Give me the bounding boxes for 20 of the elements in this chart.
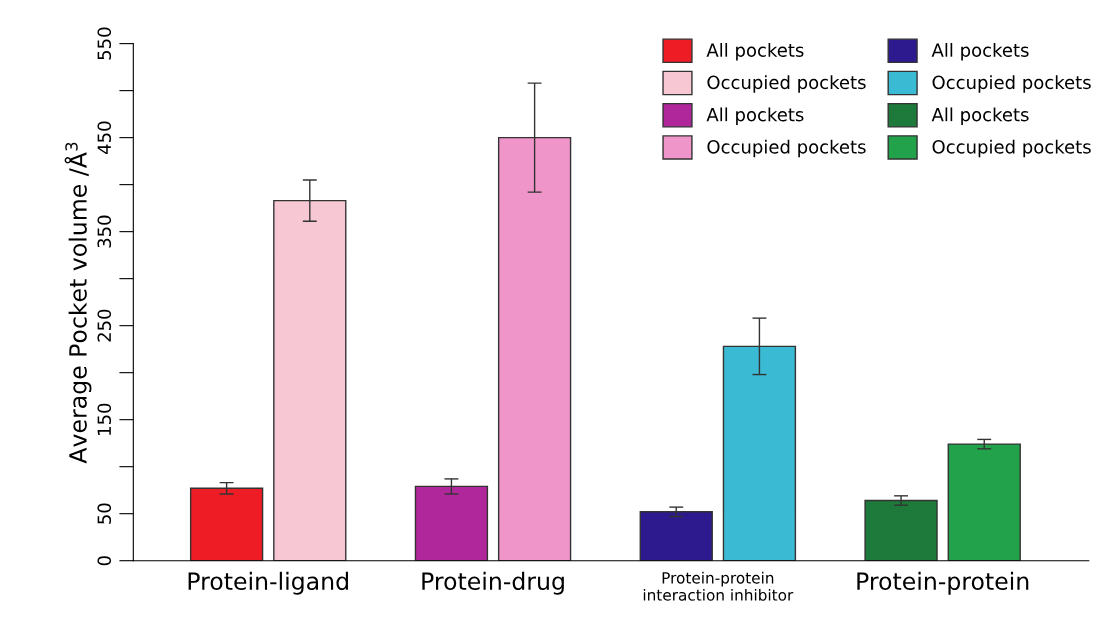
y-tick-label: 0 — [97, 556, 112, 566]
y-tick-label: 550 — [97, 27, 112, 60]
y-tick-label: 250 — [97, 309, 112, 342]
y-tick-label: 350 — [97, 215, 112, 248]
legend-label: Occupied pockets — [932, 75, 1091, 93]
legend-label: All pockets — [706, 107, 804, 125]
y-tick-label: 150 — [97, 403, 112, 435]
legend-label: Occupied pockets — [932, 139, 1091, 158]
y-tick-label: 450 — [97, 121, 112, 154]
x-tick-label: Protein-protein interaction inhibitor — [643, 571, 794, 601]
legend-label: Occupied pockets — [707, 139, 866, 158]
legend-label: Occupied pockets — [707, 75, 866, 93]
x-tick-label: Protein-drug — [422, 571, 564, 595]
legend-label: All pockets — [706, 42, 804, 61]
y-axis-title: Average Pocket volume /Å$^{3}$ — [64, 142, 92, 464]
legend-label: All pockets — [931, 107, 1029, 125]
y-tick-label: 50 — [97, 503, 112, 524]
legend-label: All pockets — [931, 42, 1029, 61]
x-tick-label: Protein-ligand — [188, 571, 348, 595]
x-tick-label: Protein-protein — [857, 571, 1029, 595]
